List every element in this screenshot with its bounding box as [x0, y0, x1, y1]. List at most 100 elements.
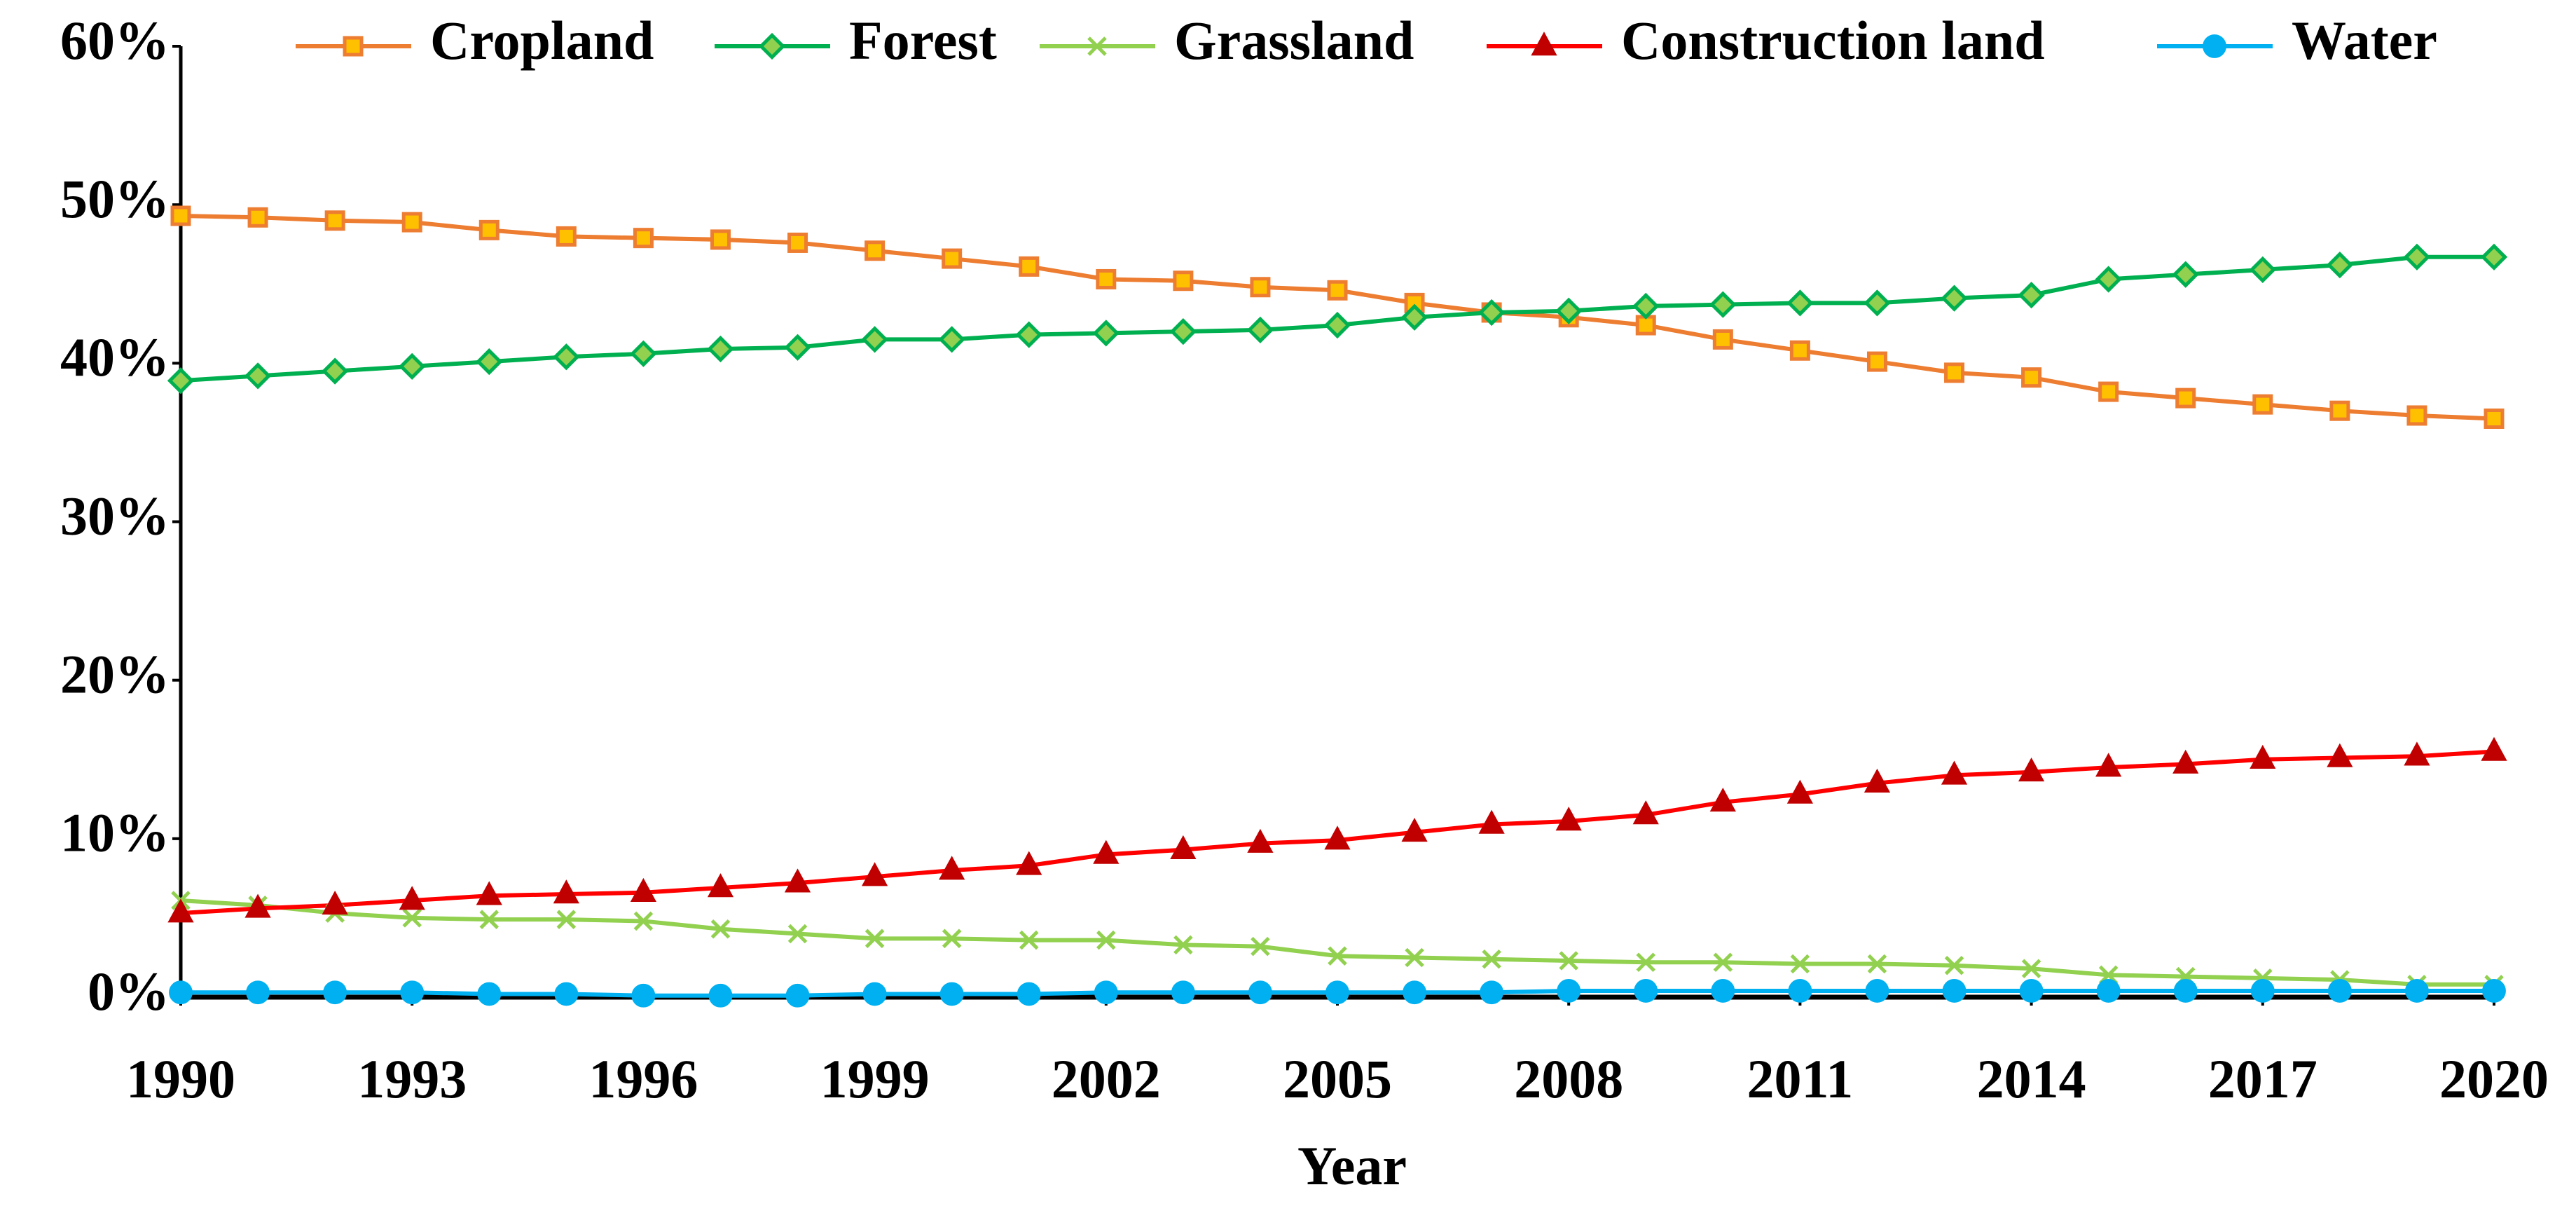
marker	[1400, 303, 1428, 331]
marker	[1327, 280, 1348, 301]
marker	[2021, 959, 2041, 979]
marker	[1632, 800, 1659, 825]
legend-label: Grassland	[1174, 10, 1414, 71]
y-tick-label: 0%	[88, 961, 170, 1022]
marker	[1019, 256, 1040, 277]
marker	[630, 877, 657, 903]
marker	[2021, 367, 2042, 388]
marker	[707, 335, 734, 363]
x-tick-label: 1993	[357, 1048, 467, 1109]
marker	[785, 983, 810, 1008]
marker	[861, 326, 888, 353]
marker	[400, 980, 425, 1005]
marker	[1482, 949, 1501, 969]
marker	[1170, 835, 1197, 859]
marker	[244, 893, 271, 918]
x-tick-label: 2008	[1514, 1048, 1623, 1109]
marker	[1634, 979, 1658, 1003]
marker	[707, 873, 734, 898]
marker	[631, 983, 656, 1008]
marker	[1866, 351, 1887, 372]
marker	[1169, 317, 1197, 345]
legend-label: Cropland	[430, 10, 654, 71]
marker	[556, 226, 577, 247]
marker	[939, 856, 965, 880]
y-tick-label: 60%	[60, 10, 170, 71]
marker	[630, 340, 657, 367]
legend-label: Water	[2292, 10, 2437, 71]
marker	[1531, 32, 1557, 56]
marker	[323, 980, 347, 1005]
marker	[1251, 936, 1270, 957]
marker	[1247, 828, 1274, 853]
y-tick-label: 50%	[60, 168, 170, 229]
marker	[1171, 980, 1195, 1005]
x-axis-label: Year	[1297, 1135, 1407, 1196]
marker	[2326, 251, 2354, 279]
y-tick-label: 10%	[60, 802, 170, 863]
y-tick-label: 20%	[60, 644, 170, 705]
marker	[1480, 980, 1504, 1005]
marker	[942, 928, 962, 949]
marker	[1016, 851, 1042, 875]
marker	[1019, 930, 1039, 950]
marker	[170, 205, 191, 226]
marker	[1864, 768, 1891, 793]
marker	[1325, 980, 1349, 1005]
marker	[2018, 758, 2045, 782]
marker	[2481, 736, 2507, 761]
marker	[708, 983, 733, 1008]
marker	[1944, 362, 1965, 383]
marker	[1015, 321, 1042, 348]
marker	[1087, 36, 1107, 56]
marker	[1323, 311, 1351, 339]
marker	[553, 879, 579, 904]
marker	[1636, 952, 1656, 973]
marker	[2327, 979, 2352, 1003]
marker	[787, 232, 808, 253]
marker	[1478, 809, 1505, 834]
marker	[1942, 979, 1967, 1003]
marker	[402, 908, 422, 928]
marker	[784, 334, 811, 361]
marker	[2327, 743, 2353, 767]
marker	[553, 343, 580, 371]
marker	[1786, 779, 1814, 804]
marker	[479, 910, 500, 929]
marker	[1173, 935, 1193, 955]
legend-label: Forest	[849, 10, 997, 71]
marker	[478, 219, 500, 240]
marker	[1246, 316, 1274, 343]
marker	[1788, 979, 1812, 1003]
marker	[2172, 261, 2199, 288]
marker	[2250, 979, 2275, 1003]
marker	[1867, 954, 1887, 974]
marker	[938, 326, 965, 353]
marker	[2403, 243, 2431, 270]
marker	[2484, 408, 2505, 429]
marker	[758, 32, 786, 60]
marker	[942, 248, 963, 269]
marker	[710, 919, 731, 939]
marker	[1096, 268, 1117, 289]
marker	[862, 982, 887, 1006]
marker	[2203, 34, 2226, 58]
marker	[477, 982, 502, 1006]
marker	[246, 980, 270, 1005]
marker	[2329, 400, 2350, 421]
marker	[2096, 979, 2121, 1003]
marker	[1248, 980, 1272, 1005]
marker	[1789, 340, 1810, 361]
marker	[2019, 979, 2044, 1003]
marker	[2405, 979, 2429, 1003]
marker	[401, 212, 422, 233]
marker	[476, 348, 503, 376]
marker	[939, 982, 964, 1006]
marker	[1557, 979, 1581, 1003]
marker	[2404, 741, 2430, 766]
x-tick-label: 2011	[1747, 1048, 1854, 1109]
marker	[1405, 947, 1424, 968]
marker	[1941, 285, 1968, 312]
marker	[1093, 839, 1120, 864]
marker	[399, 886, 425, 910]
